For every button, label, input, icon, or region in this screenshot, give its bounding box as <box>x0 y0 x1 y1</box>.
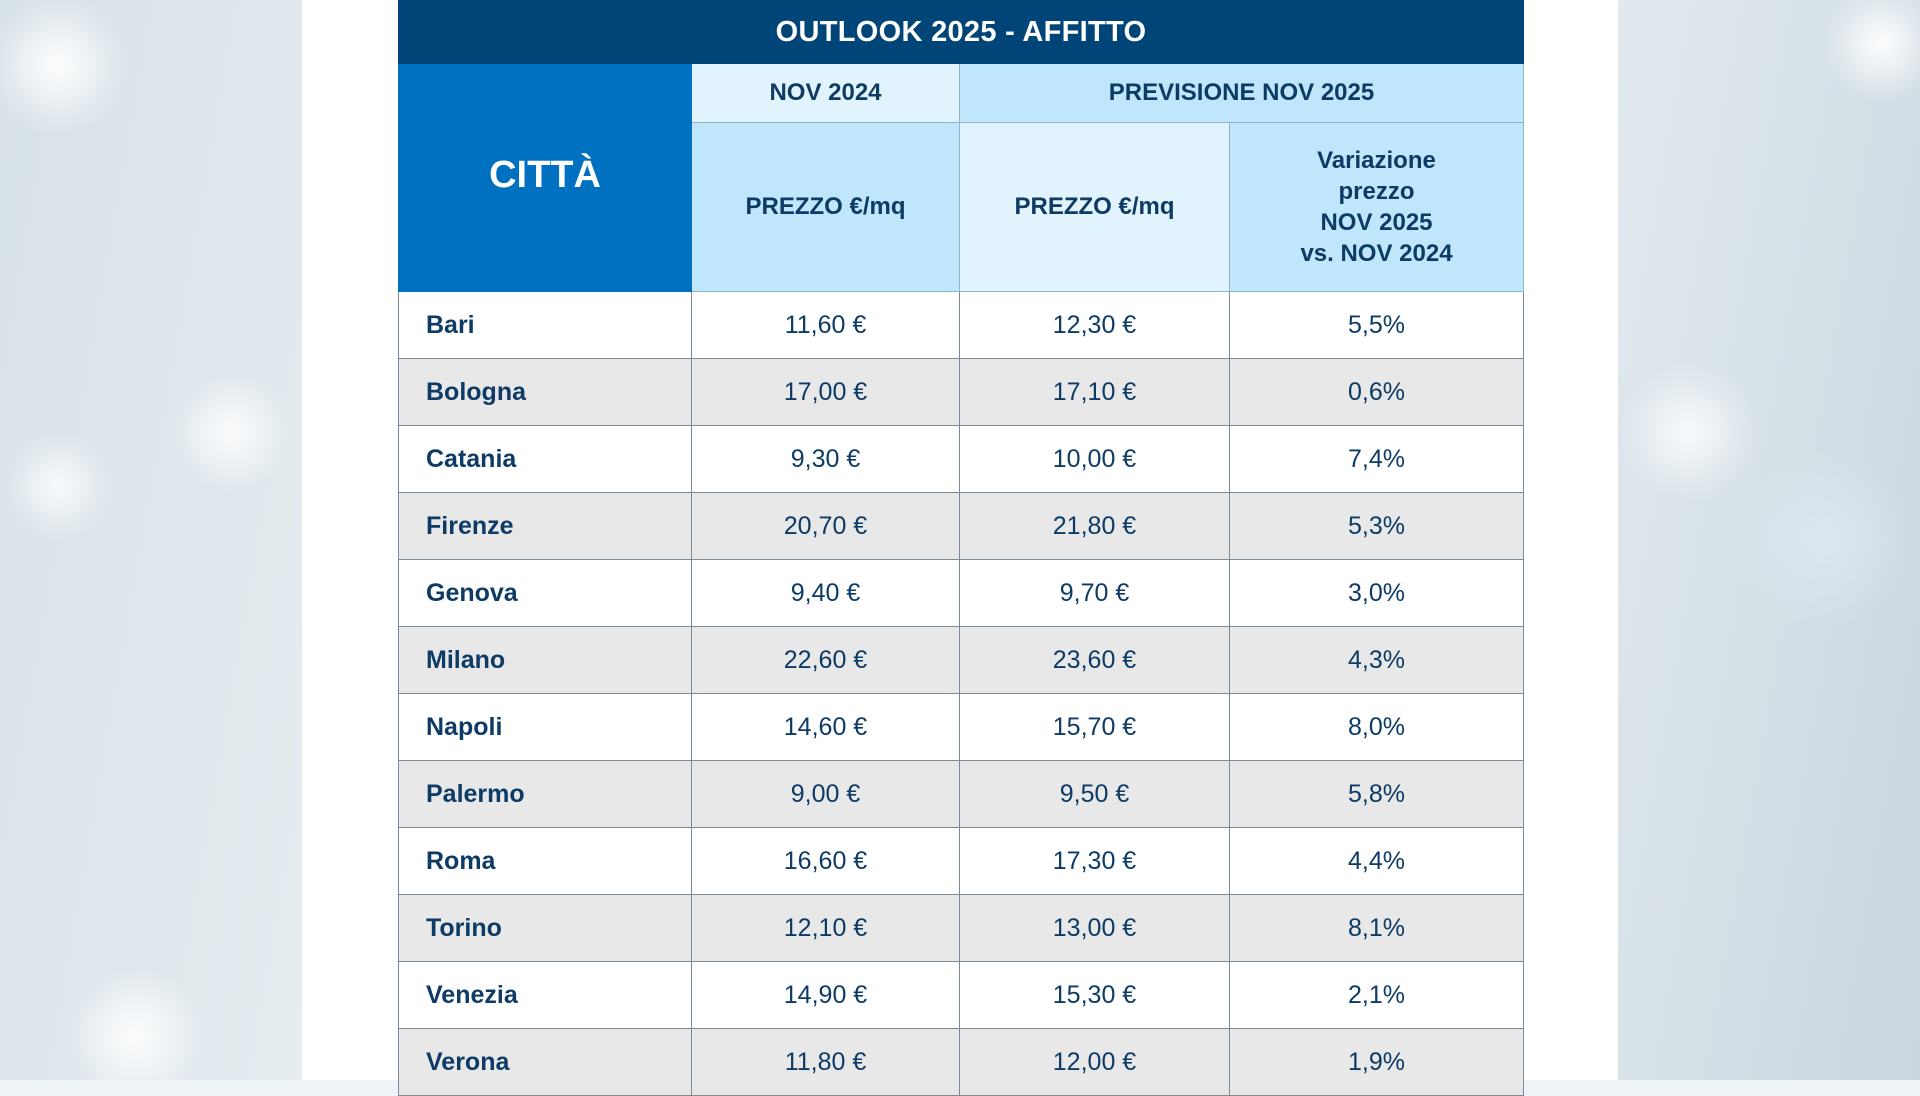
header-variation-line: prezzo <box>1338 178 1415 205</box>
cell-price-2024: 9,30 € <box>692 426 960 492</box>
cell-price-2025: 13,00 € <box>960 895 1230 961</box>
table-row: Firenze 20,70 € 21,80 € 5,3% <box>399 493 1523 560</box>
cell-variation: 2,1% <box>1348 980 1405 1009</box>
header-nov-2024: NOV 2024 <box>692 64 960 123</box>
cell-variation: 7,4% <box>1348 444 1405 473</box>
cell-price-2025: 17,10 € <box>960 359 1230 425</box>
table-row: Genova 9,40 € 9,70 € 3,0% <box>399 560 1523 627</box>
cell-price-2024: 11,60 € <box>692 292 960 358</box>
table-row: Torino 12,10 € 13,00 € 8,1% <box>399 895 1523 962</box>
header-price-2025: PREZZO €/mq <box>960 123 1230 292</box>
cell-variation: 5,8% <box>1348 779 1405 808</box>
cell-price-2025: 23,60 € <box>960 627 1230 693</box>
cell-city: Torino <box>399 895 692 961</box>
cell-city: Catania <box>399 426 692 492</box>
header-variation-line: NOV 2025 <box>1320 209 1433 236</box>
table-body: Bari 11,60 € 12,30 € 5,5% Bologna 17,00 … <box>398 292 1524 1096</box>
header-city: CITTÀ <box>398 64 692 292</box>
cell-city: Firenze <box>399 493 692 559</box>
cell-variation: 4,4% <box>1348 846 1405 875</box>
table-row: Napoli 14,60 € 15,70 € 8,0% <box>399 694 1523 761</box>
cell-variation: 4,3% <box>1348 645 1405 674</box>
header-price-2024: PREZZO €/mq <box>692 123 960 292</box>
cell-variation: 3,0% <box>1348 578 1405 607</box>
table-header: CITTÀ NOV 2024 PREVISIONE NOV 2025 PREZZ… <box>398 64 1524 292</box>
cell-city: Bari <box>399 292 692 358</box>
cell-price-2024: 12,10 € <box>692 895 960 961</box>
outlook-table: OUTLOOK 2025 - AFFITTO CITTÀ NOV 2024 PR… <box>398 0 1524 1096</box>
header-variation-line: Variazione <box>1317 147 1436 174</box>
cell-price-2025: 15,70 € <box>960 694 1230 760</box>
table-title: OUTLOOK 2025 - AFFITTO <box>398 0 1524 64</box>
table-row: Palermo 9,00 € 9,50 € 5,8% <box>399 761 1523 828</box>
cell-price-2025: 17,30 € <box>960 828 1230 894</box>
cell-city: Milano <box>399 627 692 693</box>
cell-price-2025: 15,30 € <box>960 962 1230 1028</box>
cell-price-2025: 12,30 € <box>960 292 1230 358</box>
cell-price-2025: 21,80 € <box>960 493 1230 559</box>
cell-city: Bologna <box>399 359 692 425</box>
cell-price-2024: 16,60 € <box>692 828 960 894</box>
cell-variation: 5,3% <box>1348 511 1405 540</box>
cell-price-2024: 14,90 € <box>692 962 960 1028</box>
cell-variation: 5,5% <box>1348 310 1405 339</box>
cell-price-2024: 11,80 € <box>692 1029 960 1095</box>
cell-city: Verona <box>399 1029 692 1095</box>
cell-variation: 8,1% <box>1348 913 1405 942</box>
cell-price-2025: 9,70 € <box>960 560 1230 626</box>
cell-variation: 1,9% <box>1348 1047 1405 1076</box>
table-row: Verona 11,80 € 12,00 € 1,9% <box>399 1029 1523 1096</box>
cell-price-2025: 10,00 € <box>960 426 1230 492</box>
header-variation: Variazione prezzo NOV 2025 vs. NOV 2024 <box>1230 123 1524 292</box>
cell-city: Genova <box>399 560 692 626</box>
cell-price-2025: 12,00 € <box>960 1029 1230 1095</box>
header-variation-line: vs. NOV 2024 <box>1300 240 1453 267</box>
cell-city: Napoli <box>399 694 692 760</box>
cell-price-2024: 14,60 € <box>692 694 960 760</box>
cell-city: Venezia <box>399 962 692 1028</box>
cell-price-2024: 20,70 € <box>692 493 960 559</box>
cell-city: Palermo <box>399 761 692 827</box>
header-forecast-nov-2025: PREVISIONE NOV 2025 <box>960 64 1524 123</box>
table-row: Bari 11,60 € 12,30 € 5,5% <box>399 292 1523 359</box>
table-row: Roma 16,60 € 17,30 € 4,4% <box>399 828 1523 895</box>
cell-price-2025: 9,50 € <box>960 761 1230 827</box>
cell-variation: 0,6% <box>1348 377 1405 406</box>
table-row: Venezia 14,90 € 15,30 € 2,1% <box>399 962 1523 1029</box>
cell-price-2024: 22,60 € <box>692 627 960 693</box>
cell-price-2024: 17,00 € <box>692 359 960 425</box>
cell-price-2024: 9,00 € <box>692 761 960 827</box>
cell-city: Roma <box>399 828 692 894</box>
cell-variation: 8,0% <box>1348 712 1405 741</box>
table-row: Milano 22,60 € 23,60 € 4,3% <box>399 627 1523 694</box>
cell-price-2024: 9,40 € <box>692 560 960 626</box>
table-row: Catania 9,30 € 10,00 € 7,4% <box>399 426 1523 493</box>
table-row: Bologna 17,00 € 17,10 € 0,6% <box>399 359 1523 426</box>
